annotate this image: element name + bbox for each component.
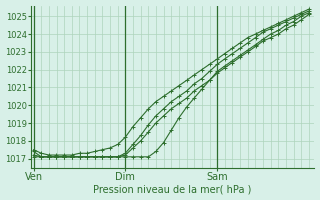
X-axis label: Pression niveau de la mer( hPa ): Pression niveau de la mer( hPa ) bbox=[93, 184, 252, 194]
